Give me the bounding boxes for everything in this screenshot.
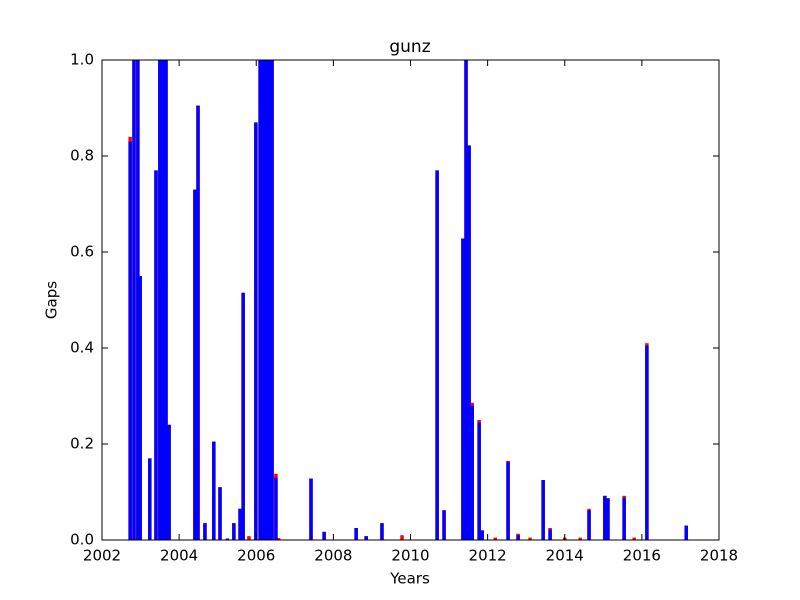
y-tick-label: 0.6 — [70, 243, 94, 261]
bar — [587, 510, 591, 540]
x-tick-label: 2010 — [391, 547, 429, 565]
bar — [254, 122, 258, 541]
bar — [354, 528, 358, 540]
chart-title: gunz — [389, 37, 430, 57]
bar — [267, 60, 271, 540]
bar — [603, 495, 607, 540]
bar — [477, 422, 481, 540]
bar — [645, 345, 649, 540]
x-tick-label: 2006 — [237, 547, 275, 565]
bar — [309, 478, 313, 540]
bar — [364, 536, 368, 540]
bar — [442, 510, 446, 540]
bar — [464, 60, 468, 540]
y-tick-label: 0.0 — [70, 531, 94, 549]
bar — [158, 60, 162, 540]
bar — [258, 60, 262, 540]
bar — [622, 497, 626, 540]
bar — [225, 538, 230, 540]
bar — [606, 498, 610, 540]
x-axis-label: Years — [389, 570, 430, 588]
bar — [480, 530, 484, 540]
bar — [270, 60, 274, 540]
y-tick-label: 0.2 — [70, 435, 94, 453]
bar — [232, 523, 236, 540]
x-tick-label: 2016 — [623, 547, 661, 565]
bar — [261, 60, 265, 540]
bar — [247, 536, 251, 540]
bar — [218, 487, 222, 540]
bar — [380, 523, 384, 540]
bar — [470, 405, 474, 540]
bar — [161, 60, 165, 540]
y-tick-label: 0.4 — [70, 339, 94, 357]
bar — [506, 461, 510, 540]
x-tick-label: 2014 — [546, 547, 584, 565]
bar — [541, 480, 545, 540]
bar — [138, 276, 142, 540]
bar — [435, 170, 439, 540]
y-tick-label: 1.0 — [70, 51, 94, 69]
bar — [238, 508, 242, 540]
bar — [493, 537, 498, 540]
bar — [203, 523, 207, 540]
bar — [632, 537, 636, 540]
y-tick-label: 0.8 — [70, 147, 94, 165]
x-tick-label: 2012 — [469, 547, 507, 565]
y-axis-label: Gaps — [43, 281, 61, 319]
bar — [136, 60, 140, 540]
bar — [164, 60, 168, 540]
x-tick-label: 2008 — [314, 547, 352, 565]
bar — [467, 145, 471, 540]
bar — [167, 424, 171, 540]
bar — [461, 238, 465, 540]
bar — [528, 537, 532, 540]
bar — [132, 60, 136, 540]
x-tick-label: 2018 — [700, 547, 738, 565]
x-tick-label: 2002 — [83, 547, 121, 565]
bar — [516, 535, 520, 540]
bar — [548, 529, 552, 540]
bar — [578, 537, 582, 540]
bar — [322, 531, 326, 540]
bar — [196, 105, 200, 540]
bar — [212, 441, 216, 540]
bar — [148, 458, 152, 540]
bar — [128, 141, 132, 540]
bar — [400, 535, 404, 540]
bar — [274, 477, 278, 540]
bar — [154, 170, 158, 540]
bar — [684, 525, 688, 540]
bar — [193, 189, 197, 540]
bar — [264, 60, 268, 540]
bar — [241, 292, 245, 540]
bar — [276, 538, 281, 540]
x-tick-label: 2004 — [160, 547, 198, 565]
